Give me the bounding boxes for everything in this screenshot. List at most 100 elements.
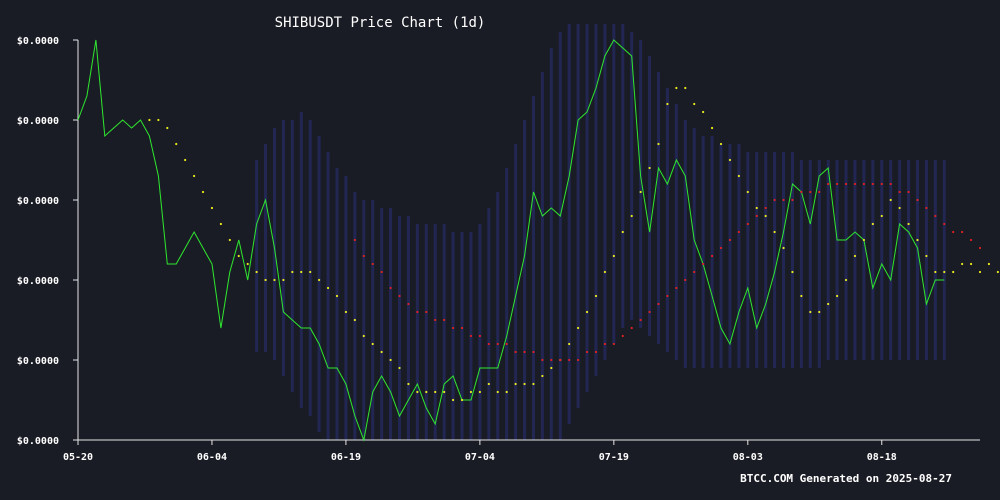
ma-point [853, 254, 857, 258]
axes [77, 40, 980, 441]
ma-point [612, 254, 615, 258]
ma-point [469, 390, 473, 394]
ma-point [148, 118, 151, 122]
ma-point [541, 374, 544, 378]
y-tick-label: $0.0000 [17, 276, 59, 287]
ma-point [451, 398, 455, 402]
x-tick-label: 06-19 [331, 452, 361, 463]
ma-point [844, 278, 848, 282]
ma-point [398, 366, 401, 370]
ma-point [693, 270, 696, 274]
ma-point [836, 182, 839, 186]
ma-point [648, 166, 651, 170]
ma-point [353, 318, 356, 322]
ma-point [407, 302, 410, 306]
ma-point [934, 270, 937, 274]
ma-point [416, 390, 419, 394]
series-price [77, 39, 945, 442]
ma-point [380, 350, 383, 354]
ma-point [309, 270, 312, 274]
ma-point [157, 118, 160, 122]
ma-point [228, 238, 231, 242]
ma-point [952, 270, 955, 274]
ma-point [862, 182, 866, 186]
ma-point [969, 262, 973, 266]
ma-point [746, 190, 749, 194]
ma-point [577, 326, 580, 330]
ma-point [818, 190, 821, 194]
ma-point [907, 190, 910, 194]
ma-point [318, 278, 321, 282]
ma-point [693, 102, 696, 106]
ma-point [746, 222, 749, 226]
ma-point [541, 358, 544, 362]
ma-point [666, 294, 669, 298]
ma-point [478, 390, 481, 394]
ma-point [630, 214, 633, 218]
ma-point [532, 382, 535, 386]
ma-point [800, 294, 803, 298]
ma-point [898, 206, 901, 210]
ma-point [443, 318, 446, 322]
ma-point [702, 262, 705, 266]
ma-point [282, 278, 285, 282]
y-tick-label: $0.0000 [17, 36, 59, 47]
ma-point [523, 382, 526, 386]
ma-point [264, 278, 267, 282]
ma-point [800, 190, 803, 194]
volatility-band-layer [255, 24, 946, 440]
x-ticks: 05-20 06-04 06-19 07-04 07-19 08-03 08-18 [63, 440, 897, 463]
ma-point [514, 382, 517, 386]
ma-point [889, 182, 892, 186]
ma-point [818, 310, 821, 314]
ma-point [407, 382, 410, 386]
ma-point [809, 310, 812, 314]
ma-point [219, 222, 222, 226]
ma-point [773, 230, 776, 234]
ma-point [184, 158, 187, 162]
series-layer [77, 39, 999, 442]
x-tick-label: 05-20 [63, 452, 93, 463]
ma-point [577, 358, 580, 362]
series-short-ma [148, 86, 999, 402]
ma-point [371, 342, 374, 346]
ma-point [755, 206, 758, 210]
ma-point [603, 342, 607, 346]
ma-point [898, 190, 901, 194]
ma-point [362, 334, 365, 338]
ma-point [952, 230, 955, 234]
ma-point [362, 254, 365, 258]
ma-point [505, 342, 508, 346]
ma-point [978, 270, 982, 274]
y-tick-label: $0.0000 [17, 356, 59, 367]
ma-point [639, 190, 642, 194]
ma-point [326, 286, 330, 290]
ma-point [675, 286, 678, 290]
ma-point [907, 222, 910, 226]
ma-point [710, 126, 714, 130]
ma-point [416, 310, 419, 314]
ma-point [425, 310, 428, 314]
ma-point [532, 350, 535, 354]
ma-point [737, 230, 740, 234]
ma-point [853, 182, 857, 186]
ma-point [451, 326, 455, 330]
ma-point [603, 270, 607, 274]
ma-point [969, 238, 973, 242]
ma-point [728, 158, 732, 162]
ma-point [639, 318, 642, 322]
ma-point [621, 334, 624, 338]
ma-point [791, 198, 794, 202]
ma-point [773, 198, 776, 202]
series-long-ma [353, 182, 982, 362]
ma-point [916, 238, 919, 242]
ma-point [585, 310, 589, 314]
ma-point [666, 102, 669, 106]
ma-point [487, 342, 490, 346]
ma-point [559, 358, 562, 362]
ma-point [389, 358, 392, 362]
ma-point [523, 350, 526, 354]
ma-point [996, 270, 999, 274]
ma-point [550, 366, 553, 370]
x-tick-label: 07-19 [599, 452, 629, 463]
